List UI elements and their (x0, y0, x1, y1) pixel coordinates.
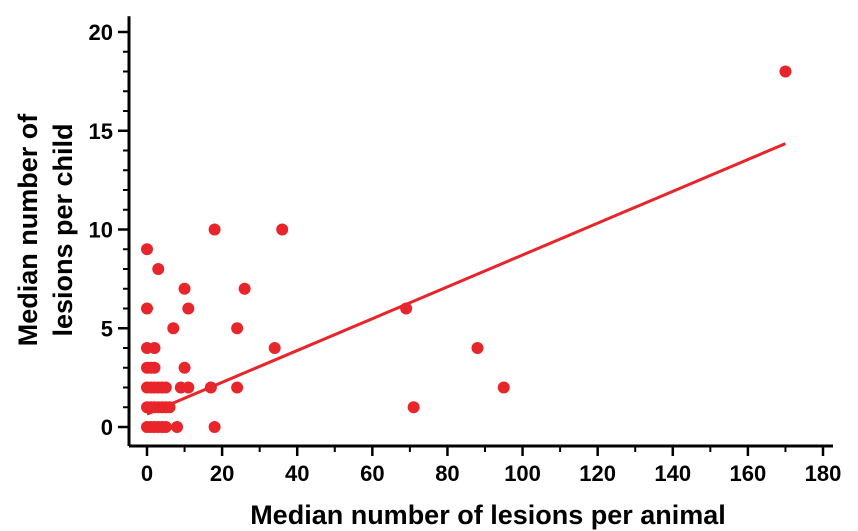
data-point (159, 381, 172, 394)
data-point (163, 401, 176, 414)
regression-line (146, 142, 787, 416)
ticks: 0 20 40 60 80 100 120 140 160 180 0 5 10 15 20 (89, 20, 842, 486)
x-axis-title: Median number of lesions per animal (250, 500, 726, 530)
data-point (171, 421, 184, 433)
y-tick-label: 10 (89, 218, 113, 243)
data-point (400, 302, 413, 315)
data-point (182, 381, 195, 394)
data-point (159, 421, 172, 433)
data-point (178, 361, 191, 374)
x-tick-label: 100 (504, 461, 541, 486)
y-tick-label: 15 (89, 119, 113, 144)
data-point (779, 65, 792, 78)
data-point (152, 263, 165, 275)
data-point (208, 421, 221, 433)
y-axis-title: Median number of lesions per child (13, 113, 78, 347)
y-axis-title-line-2: lesions per child (48, 123, 78, 336)
x-tick-label: 140 (654, 461, 691, 486)
data-point (208, 223, 221, 236)
x-tick-label: 80 (435, 461, 459, 486)
regression-line-group (146, 142, 787, 416)
data-point (497, 381, 510, 394)
data-point (238, 282, 251, 295)
x-tick-label: 20 (210, 461, 234, 486)
x-tick-label: 120 (579, 461, 616, 486)
data-point (167, 322, 180, 335)
y-tick-label: 5 (101, 316, 113, 341)
y-tick-label: 0 (101, 415, 113, 440)
x-tick-label: 60 (360, 461, 384, 486)
data-point (204, 381, 217, 394)
y-tick-label: 20 (89, 20, 113, 45)
data-point (231, 322, 244, 335)
axes (127, 16, 833, 448)
data-point (148, 342, 161, 354)
y-axis-title-line-1: Median number of (13, 113, 43, 347)
data-point (471, 342, 484, 354)
data-point (407, 401, 420, 414)
x-tick-label: 180 (805, 461, 842, 486)
x-tick-label: 0 (141, 461, 153, 486)
data-point (148, 361, 161, 374)
data-point (141, 243, 153, 256)
data-point (141, 302, 153, 315)
x-tick-label: 40 (285, 461, 309, 486)
data-point (276, 223, 289, 236)
data-point (231, 381, 244, 394)
data-point (182, 302, 195, 315)
data-point (178, 282, 191, 295)
data-point (268, 342, 281, 354)
x-tick-label: 160 (730, 461, 767, 486)
data-points (141, 65, 792, 433)
